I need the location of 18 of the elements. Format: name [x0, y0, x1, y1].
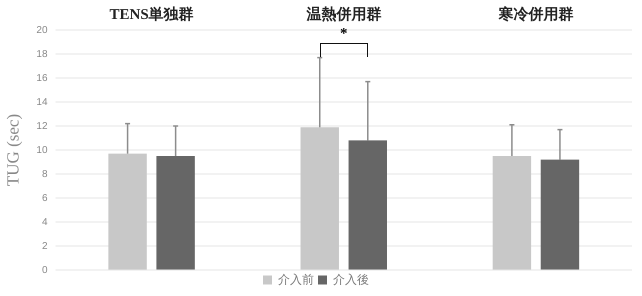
- legend-label: 介入後: [333, 272, 369, 286]
- y-tick-label: 12: [36, 120, 48, 132]
- y-tick-label: 18: [36, 48, 48, 60]
- y-tick-label: 2: [42, 240, 48, 252]
- y-tick-label: 8: [42, 168, 48, 180]
- y-tick-label: 6: [42, 192, 48, 204]
- y-tick-label: 16: [36, 72, 48, 84]
- y-tick-label: 20: [36, 24, 48, 36]
- y-tick-label: 14: [36, 96, 48, 108]
- annotation: *: [340, 26, 348, 42]
- y-axis-title: TUG (sec): [4, 114, 23, 186]
- y-tick-label: 0: [42, 264, 48, 276]
- x-tick-label: 寒冷併用群: [497, 4, 574, 23]
- y-tick-label: 10: [36, 144, 48, 156]
- x-tick-label: TENS単独群: [110, 6, 194, 23]
- legend-label: 介入前: [278, 272, 314, 286]
- y-tick-label: 4: [42, 216, 48, 228]
- x-tick-label: 温熱併用群: [305, 6, 382, 23]
